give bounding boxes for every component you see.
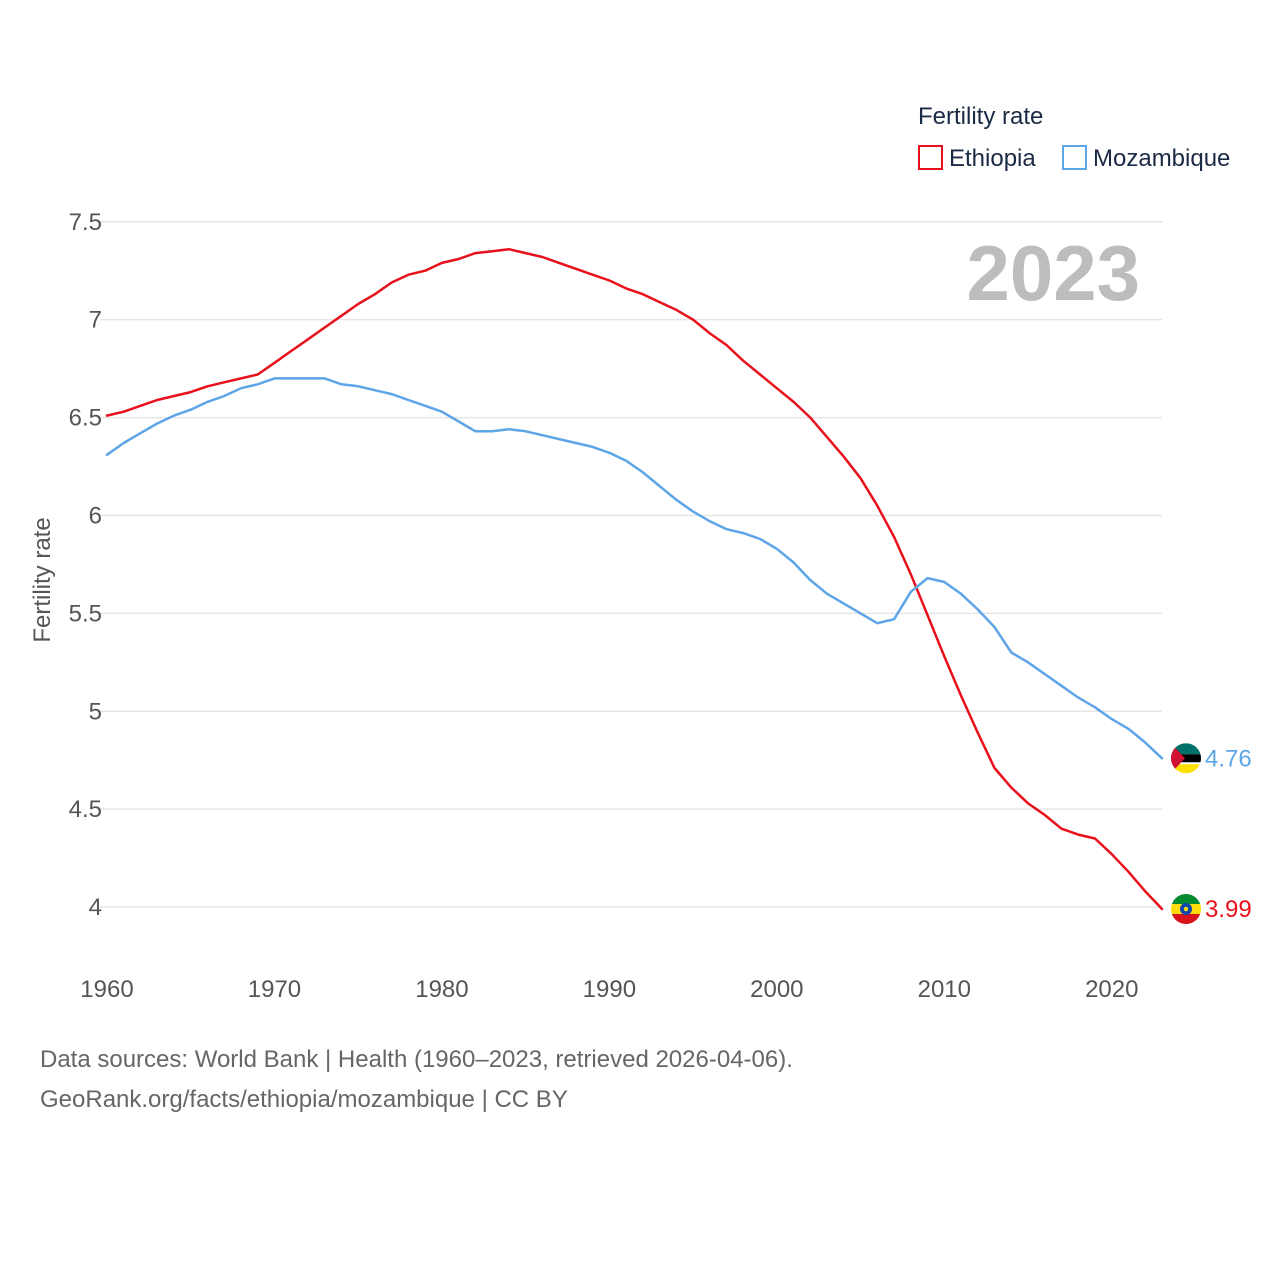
end-value-ethiopia: 3.99 bbox=[1205, 896, 1252, 923]
ethiopia-flag-icon bbox=[1171, 894, 1201, 925]
x-tick-label: 1970 bbox=[248, 976, 301, 1003]
footer: Data sources: World Bank | Health (1960–… bbox=[40, 1040, 793, 1120]
legend-item-ethiopia[interactable]: Ethiopia bbox=[918, 145, 1036, 172]
end-value-mozambique: 4.76 bbox=[1205, 745, 1252, 772]
data-sources-text: Data sources: World Bank | Health (1960–… bbox=[40, 1046, 793, 1073]
y-tick-label: 5.5 bbox=[69, 600, 102, 627]
y-tick-label: 7.5 bbox=[69, 209, 102, 236]
y-tick-label: 5 bbox=[89, 698, 102, 725]
y-tick-label: 7 bbox=[89, 307, 102, 334]
y-axis-ticks: 4 4.5 5 5.5 6 6.5 7 7.5 bbox=[69, 209, 102, 921]
legend-swatch-ethiopia bbox=[918, 145, 943, 170]
fertility-rate-chart: 4 4.5 5 5.5 6 6.5 7 7.5 1960 1970 1980 1990 2000 201… bbox=[29, 103, 1252, 1003]
y-axis-title: Fertility rate bbox=[29, 517, 56, 642]
x-tick-label: 2000 bbox=[750, 976, 803, 1003]
legend-swatch-mozambique bbox=[1062, 145, 1087, 170]
x-tick-label: 1980 bbox=[415, 976, 468, 1003]
series-lines bbox=[105, 247, 1164, 911]
x-tick-label: 2020 bbox=[1085, 976, 1138, 1003]
series-line-mozambique bbox=[105, 377, 1164, 760]
legend-label-mozambique: Mozambique bbox=[1093, 145, 1230, 172]
year-label: 2023 bbox=[966, 229, 1140, 317]
x-tick-label: 2010 bbox=[918, 976, 971, 1003]
series-line-ethiopia bbox=[105, 247, 1164, 911]
gridlines bbox=[100, 221, 1162, 908]
legend-label-ethiopia: Ethiopia bbox=[949, 145, 1036, 172]
y-tick-label: 6.5 bbox=[69, 405, 102, 432]
legend-item-mozambique[interactable]: Mozambique bbox=[1062, 145, 1230, 172]
x-tick-label: 1990 bbox=[583, 976, 636, 1003]
series-end-markers: 3.99 4.76 bbox=[1171, 743, 1252, 925]
y-tick-label: 4.5 bbox=[69, 796, 102, 823]
legend-title: Fertility rate bbox=[918, 103, 1043, 130]
mozambique-flag-icon bbox=[1171, 743, 1201, 774]
y-tick-label: 4 bbox=[89, 894, 102, 921]
x-tick-label: 1960 bbox=[80, 976, 133, 1003]
legend: Fertility rate Ethiopia Mozambique bbox=[918, 103, 1230, 172]
source-link[interactable]: GeoRank.org/facts/ethiopia/mozambique | … bbox=[40, 1086, 568, 1113]
y-tick-label: 6 bbox=[89, 502, 102, 529]
x-axis-ticks: 1960 1970 1980 1990 2000 2010 2020 bbox=[80, 976, 1138, 1003]
